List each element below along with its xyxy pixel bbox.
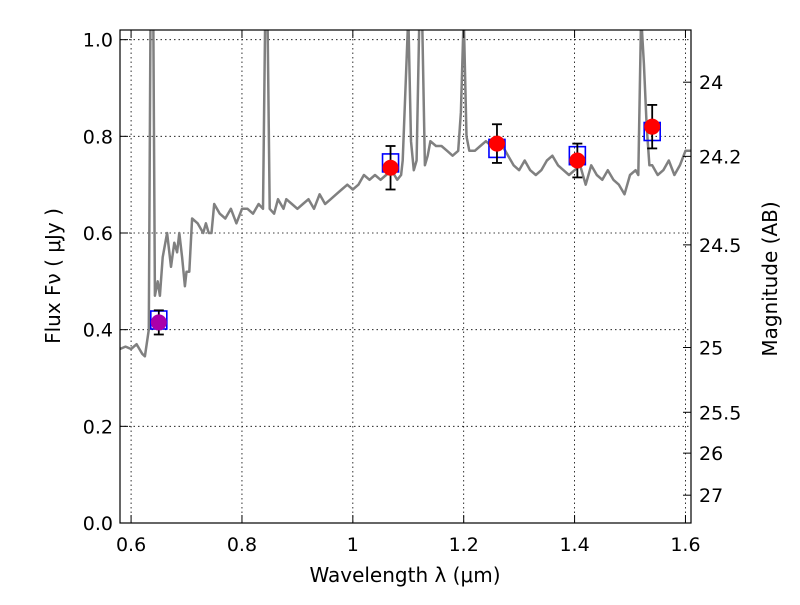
y-tick-label: 0.0 (83, 513, 113, 535)
x-tick-label: 1.2 (449, 534, 479, 556)
y2-tick-label: 24.2 (699, 146, 741, 168)
x-tick-label: 0.8 (227, 534, 257, 556)
y2-tick-label: 25.5 (699, 402, 741, 424)
points-layer (150, 104, 661, 336)
x-tick-label: 0.6 (116, 534, 146, 556)
plot-frame (119, 29, 692, 524)
y-axis-title: Flux Fν ( μJy ) (41, 208, 65, 344)
y2-tick-label: 25 (699, 338, 723, 360)
x-tick-label: 1.4 (559, 534, 589, 556)
y-tick-label: 0.2 (83, 416, 113, 438)
observed-point-marker (150, 314, 167, 331)
observed-point-marker (569, 152, 586, 169)
x-tick-label: 1 (347, 534, 359, 556)
ticks-layer: 0.6 0.8 1 1.2 1.4 1.6 0.0 0.2 0.4 0.6 0.8 1.0 24 24.2… (83, 30, 742, 556)
observed-point-marker (488, 135, 505, 152)
spectrum-layer (120, 30, 691, 358)
y2-tick-label: 27 (699, 485, 723, 507)
x-tick-label: 1.6 (670, 534, 700, 556)
spectrum-line (120, 30, 691, 358)
y2-tick-label: 26 (699, 443, 723, 465)
y2-tick-label: 24.5 (699, 235, 741, 257)
y-tick-label: 0.8 (83, 126, 113, 148)
observed-point-marker (382, 159, 399, 176)
y-tick-label: 0.6 (83, 223, 113, 245)
x-axis-title: Wavelength λ (μm) (309, 563, 500, 587)
y2-tick-label: 24 (699, 72, 723, 94)
y-tick-label: 0.4 (83, 320, 113, 342)
y2-axis-title: Magnitude (AB) (758, 201, 782, 356)
y-tick-label: 1.0 (83, 30, 113, 52)
observed-point-marker (644, 118, 661, 135)
